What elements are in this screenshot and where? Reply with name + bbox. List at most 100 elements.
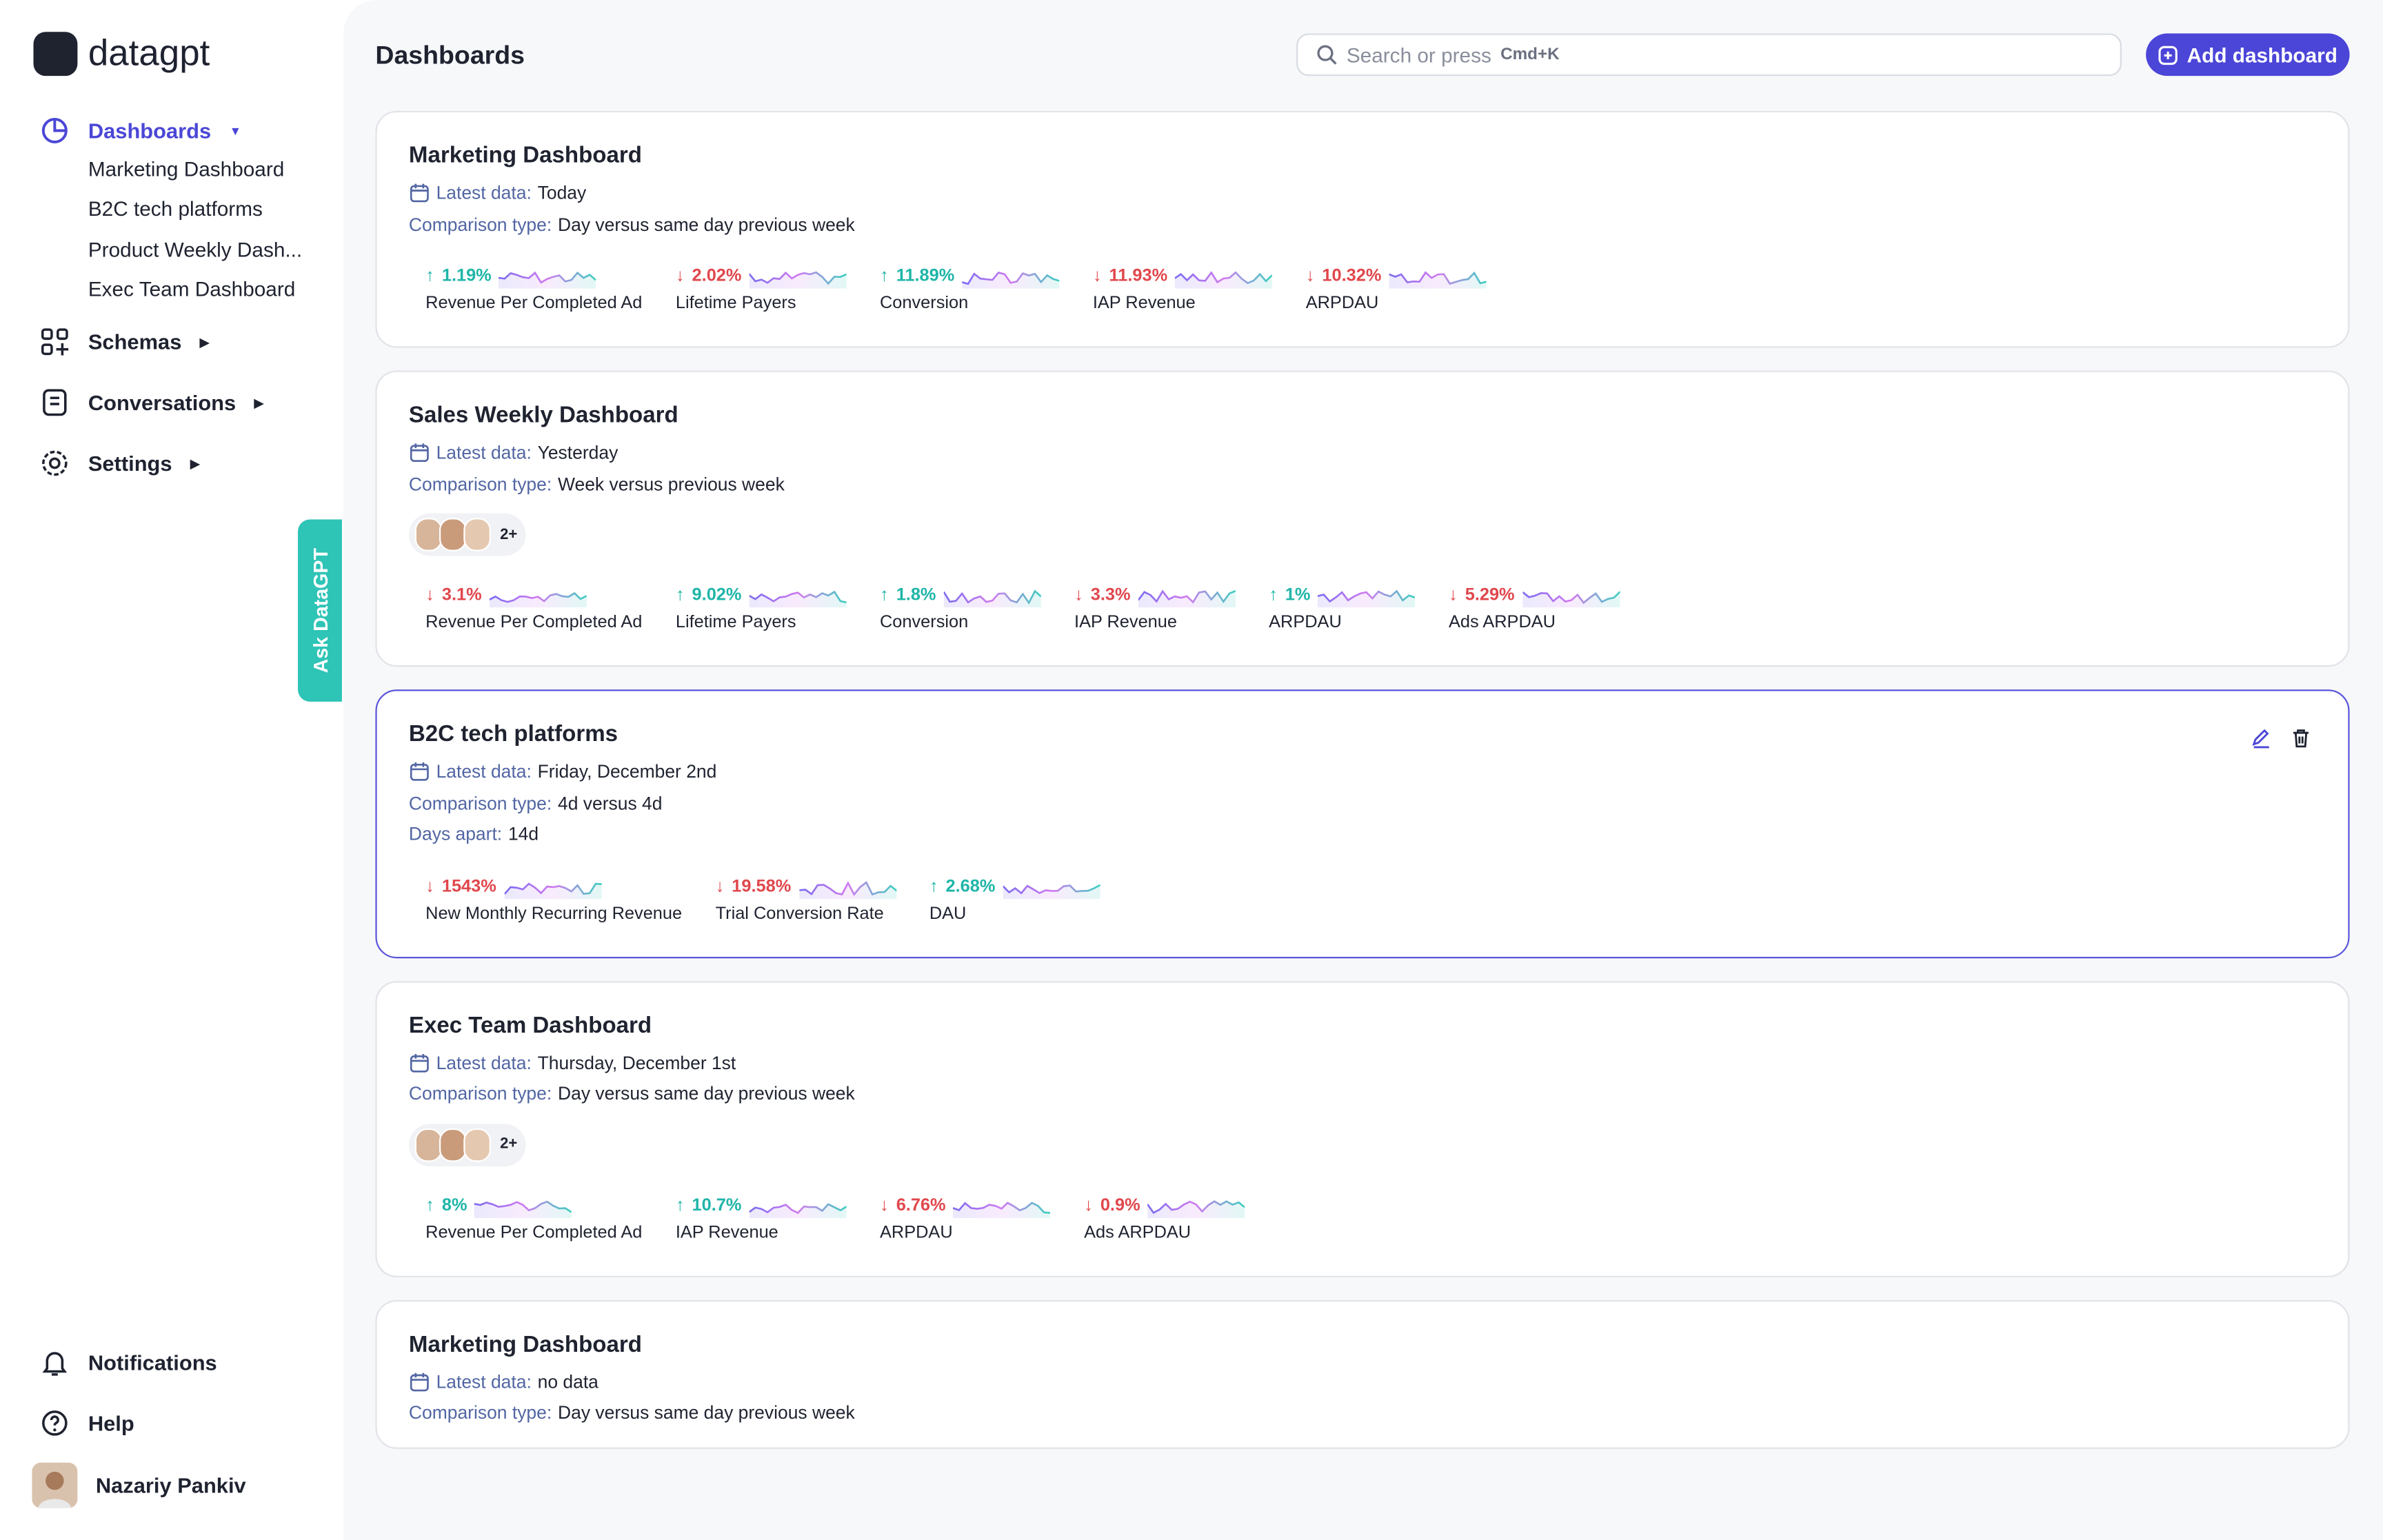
metric-top: ↓ 11.93% [1093,264,1273,289]
metric-top: ↓ 3.1% [425,583,642,608]
user-avatar [32,1462,78,1508]
metric[interactable]: ↓ 1543% New Monthly Recurring Revenue [425,874,682,922]
metric-change: 2.68% [945,877,996,895]
field-value: Thursday, December 1st [537,1051,736,1073]
metric-label: ARPDAU [1305,294,1379,313]
field-value: Week versus previous week [558,473,785,495]
nav-label: Settings [88,451,172,476]
field-row: Latest data: Yesterday [409,438,2316,469]
calendar-icon [410,762,429,782]
dashboard-card[interactable]: B2C tech platforms Latest data: Friday, De… [375,689,2350,958]
metric-top: ↑ 1.19% [425,264,642,289]
field-row: Latest data: Friday, December 2nd [409,756,2316,787]
nav-child[interactable]: Marketing Dashboard [88,158,285,181]
search-placeholder: Search or press [1346,43,1491,66]
metric[interactable]: ↓ 3.1% Revenue Per Completed Ad [425,583,642,631]
metric[interactable]: ↑ 11.89% Conversion [880,264,1060,313]
field-label: Comparison type: [408,791,552,813]
metric[interactable]: ↓ 2.02% Lifetime Payers [676,264,847,313]
metric-change: 3.1% [441,586,482,605]
metric-change: 1543% [441,877,496,895]
metric-label: Lifetime Payers [675,294,796,313]
nav-label: Conversations [88,390,237,415]
metric[interactable]: ↑ 2.68% DAU [929,874,1100,922]
delete-button[interactable] [2291,727,2312,756]
metric-change: 3.3% [1090,586,1131,605]
trend-arrow: ↑ [880,267,889,286]
search-shortcut: Cmd+K [1500,45,1560,64]
field-label: Comparison type: [408,473,552,495]
metric-top: ↑ 1% [1269,583,1416,608]
metric[interactable]: ↓ 11.93% IAP Revenue [1092,264,1273,313]
dashboard-list: Marketing Dashboard Latest data: Today Comp… [375,110,2350,1448]
nav-label: Dashboards [88,118,212,143]
nav-child[interactable]: Exec Team Dashboard [88,277,296,301]
nav-item[interactable]: Conversations ▶ [39,387,263,418]
field-row: Latest data: no data [409,1366,2316,1397]
metric[interactable]: ↑ 1.8% Conversion [880,583,1041,632]
metric[interactable]: ↓ 0.9% Ads ARPDAU [1084,1193,1245,1242]
metric[interactable]: ↑ 9.02% Lifetime Payers [676,583,847,632]
metric-label: IAP Revenue [1092,294,1196,313]
avatar [414,518,443,551]
field-value: Friday, December 2nd [537,760,717,782]
search-box[interactable]: Search or press Cmd+K [1296,33,2122,77]
ask-tab[interactable]: Ask DataGPT [298,519,342,702]
field-value: no data [537,1370,599,1392]
dashboard-card[interactable]: Exec Team Dashboard Latest data: Thursday,… [375,980,2350,1277]
metric[interactable]: ↑ 1% ARPDAU [1269,583,1416,632]
add-dashboard-button[interactable]: Add dashboard [2146,33,2350,77]
nav-child[interactable]: Product Weekly Dash... [88,238,303,261]
metric-change: 2.02% [692,267,742,286]
field-label: Latest data: [436,1051,532,1073]
metric[interactable]: ↑ 10.7% IAP Revenue [676,1193,847,1242]
field-row: Latest data: Today [409,178,2316,209]
avatar-group[interactable]: 2+ [408,513,527,556]
plus-icon [2158,45,2178,64]
nav-item[interactable]: Dashboards ▼ [39,115,241,145]
trend-arrow: ↓ [1449,586,1458,605]
metric[interactable]: ↑ 8% Revenue Per Completed Ad [425,1193,642,1242]
field-row: Comparison type: Day versus same day prev… [409,209,2316,240]
metric-change: 1.19% [441,267,492,286]
nav-child[interactable]: B2C tech platforms [88,198,263,221]
metric[interactable]: ↓ 19.58% Trial Conversion Rate [716,874,896,922]
metric[interactable]: ↓ 6.76% ARPDAU [880,1193,1051,1242]
metric-top: ↑ 10.7% [676,1193,847,1217]
bottom-nav-item[interactable]: Help [39,1408,134,1438]
dashboard-card[interactable]: Marketing Dashboard Latest data: Today Comp… [375,110,2350,348]
metric-top: ↑ 2.68% [929,874,1100,899]
metric-top: ↓ 6.76% [880,1193,1051,1217]
metric-label: ARPDAU [880,1223,953,1242]
metric-change: 1.8% [896,586,936,605]
trend-arrow: ↓ [1084,1196,1093,1215]
user[interactable]: Nazariy Pankiv [32,1462,246,1508]
dashboard-card[interactable]: Marketing Dashboard Latest data: no data Co… [375,1299,2350,1448]
sparkline [503,882,601,899]
nav-item[interactable]: Schemas ▶ [39,327,209,357]
trend-arrow: ↑ [425,1196,434,1215]
avatar-count: 2+ [500,526,518,543]
nav-item[interactable]: Settings ▶ [39,448,200,478]
metric[interactable]: ↑ 1.19% Revenue Per Completed Ad [425,264,642,313]
field-value: Day versus same day previous week [558,1401,855,1424]
logo[interactable]: datagpt [33,32,210,77]
sparkline [499,271,596,289]
avatar [463,1127,491,1162]
metric-change: 5.29% [1465,586,1515,605]
dashboard-card[interactable]: Sales Weekly Dashboard Latest data: Yester… [375,370,2350,667]
field-label: Latest data: [436,182,532,204]
metric[interactable]: ↓ 5.29% Ads ARPDAU [1449,583,1620,632]
metric[interactable]: ↓ 10.32% ARPDAU [1306,264,1487,313]
metric[interactable]: ↓ 3.3% IAP Revenue [1074,583,1236,632]
avatar [439,518,467,551]
edit-button[interactable] [2251,727,2272,756]
main: Dashboards Search or press Cmd+K Add dash… [343,0,2383,1540]
metric-top: ↓ 5.29% [1449,583,1620,608]
avatar-group[interactable]: 2+ [408,1123,527,1166]
caret: ▼ [229,123,242,138]
sparkline [749,590,847,608]
bottom-nav-item[interactable]: Notifications [39,1347,217,1377]
field-value: Day versus same day previous week [558,213,855,235]
field-label: Comparison type: [408,1082,552,1104]
